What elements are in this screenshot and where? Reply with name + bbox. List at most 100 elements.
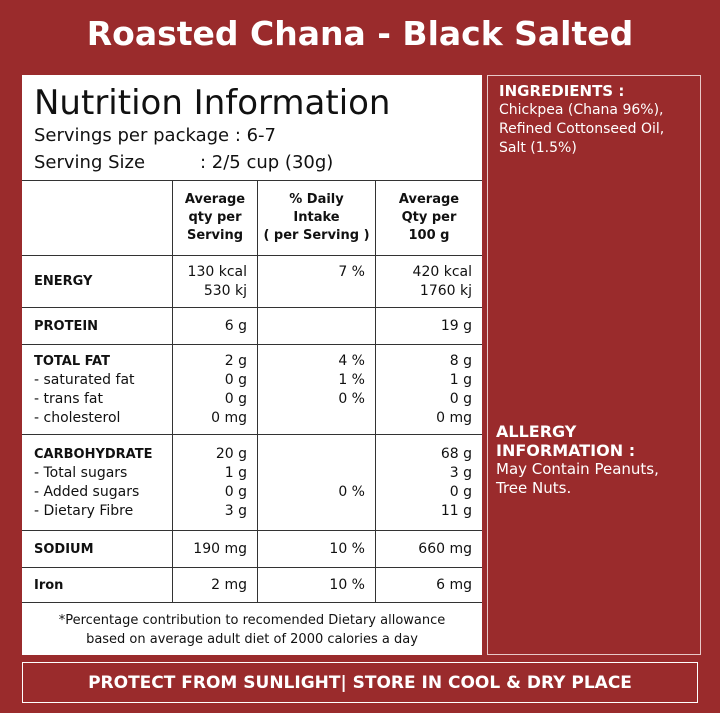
header-text: ( per Serving ) (263, 228, 370, 243)
allergy-line: Tree Nuts. (496, 479, 572, 497)
blank-line (268, 502, 365, 521)
table-row: PROTEIN 6 g 19 g (22, 307, 482, 344)
nutrient-label: SODIUM (34, 541, 94, 557)
footer: PROTECT FROM SUNLIGHT| STORE IN COOL & D… (22, 662, 698, 703)
nutrient-label: - trans fat (34, 390, 103, 407)
label-cell: SODIUM (22, 531, 172, 567)
nutrient-value: 6 g (224, 317, 247, 334)
servings: Servings per package : 6-7 (34, 125, 277, 146)
label-cell: TOTAL FAT - saturated fat - trans fat - cho… (22, 345, 172, 434)
nutrient-value: 0 g (224, 390, 247, 407)
blank-line (268, 282, 365, 301)
table-row: Iron 2 mg 10 % 6 mg (22, 567, 482, 602)
nutrient-value: 1 g (449, 371, 472, 388)
header-cell: % Daily Intake ( per Serving ) (257, 181, 375, 255)
nutrient-value: 0 g (224, 483, 247, 500)
ingredients: INGREDIENTS : Chickpea (Chana 96%), Refine… (499, 82, 664, 158)
side-panel: INGREDIENTS : Chickpea (Chana 96%), Refine… (487, 75, 701, 655)
nutrient-value: 19 g (440, 317, 472, 334)
nutrient-label: - Added sugars (34, 483, 140, 500)
nutrient-label: TOTAL FAT (34, 353, 110, 369)
nutrient-value: 8 g (449, 352, 472, 369)
table-row: ENERGY 130 kcal 530 kj 7 % 420 kcal 1760 kj (22, 255, 482, 307)
serving-size-label: Serving Size (34, 152, 146, 173)
per100-cell: 420 kcal 1760 kj (375, 256, 482, 307)
nutrient-value: 0 mg (436, 409, 472, 426)
table-row: SODIUM 190 mg 10 % 660 mg (22, 530, 482, 567)
label-cell: ENERGY (22, 256, 172, 307)
header-text: 100 g (408, 228, 450, 243)
header-text: Serving (186, 228, 244, 243)
blank-line (268, 409, 365, 428)
nutrient-label: - Dietary Fibre (34, 502, 134, 519)
allergy: ALLERGY INFORMATION : May Contain Peanuts,… (496, 422, 659, 498)
nutrient-value: 0 g (449, 483, 472, 500)
nutrient-label: PROTEIN (34, 318, 99, 334)
nutrient-value: 1 g (224, 464, 247, 481)
per100-cell: 6 mg (375, 568, 482, 602)
footnote-line: based on average adult diet of 2000 calo… (86, 632, 418, 647)
daily-cell: 7 % (257, 256, 375, 307)
header-text: Intake (293, 210, 340, 225)
header-text: qty per (188, 210, 242, 225)
nutrition-table: Average qty per Serving % Daily Intake ( per … (22, 180, 482, 657)
blank-line (268, 464, 365, 483)
header-text: % Daily (289, 192, 344, 207)
footnote: *Percentage contribution to recomended D… (22, 602, 482, 657)
label-cell: CARBOHYDRATE - Total sugars - Added sugars… (22, 435, 172, 530)
ingredients-line: Salt (1.5%) (499, 140, 577, 156)
header-cell (22, 181, 172, 255)
nutrient-value: 0 % (338, 390, 365, 407)
title: Roasted Chana - Black Salted (86, 14, 634, 53)
nutrient-label: - cholesterol (34, 409, 121, 426)
nutrient-value: 2 mg (211, 576, 247, 593)
nutrient-value: 4 % (338, 352, 365, 369)
header-text: Average (398, 192, 460, 207)
nutrient-value: 10 % (329, 540, 365, 557)
header-cell: Average qty per Serving (172, 181, 257, 255)
per100-cell: 68 g 3 g 0 g 11 g (375, 435, 482, 530)
nutrient-value: 0 mg (211, 409, 247, 426)
nutrient-value: 1 % (338, 371, 365, 388)
serving-cell: 2 mg (172, 568, 257, 602)
serving-size: : 2/5 cup (30g) (200, 152, 334, 173)
ingredients-heading: INGREDIENTS : (499, 82, 625, 100)
serving-cell: 190 mg (172, 531, 257, 567)
nutrient-value: 10 % (329, 576, 365, 593)
footnote-line: *Percentage contribution to recomended D… (58, 613, 446, 628)
header-text: Average (184, 192, 246, 207)
table-row: TOTAL FAT - saturated fat - trans fat - cho… (22, 344, 482, 434)
nutrient-value: 1760 kj (419, 282, 472, 299)
daily-cell: 10 % (257, 531, 375, 567)
nutrient-label: - saturated fat (34, 371, 135, 388)
nutrient-value: 2 g (224, 352, 247, 369)
daily-cell (257, 308, 375, 344)
nutrient-value: 0 g (449, 390, 472, 407)
serving-cell: 2 g 0 g 0 g 0 mg (172, 345, 257, 434)
nutrient-label: ENERGY (34, 274, 93, 289)
nutrient-value: 130 kcal (187, 263, 247, 280)
nutrient-value: 7 % (338, 263, 365, 280)
daily-cell: 10 % (257, 568, 375, 602)
allergy-heading: INFORMATION : (496, 441, 636, 460)
per100-cell: 660 mg (375, 531, 482, 567)
nutrient-value: 660 mg (418, 540, 472, 557)
serving-cell: 130 kcal 530 kj (172, 256, 257, 307)
nutrient-value: 530 kj (203, 282, 247, 299)
nutrient-label: - Total sugars (34, 464, 128, 481)
header-text: Qty per (401, 210, 457, 225)
header-cell: Average Qty per 100 g (375, 181, 482, 255)
per100-cell: 19 g (375, 308, 482, 344)
nutrient-value: 6 mg (436, 576, 472, 593)
ingredients-line: Chickpea (Chana 96%), (499, 102, 664, 118)
nutrient-value: 20 g (215, 445, 247, 462)
per100-cell: 8 g 1 g 0 g 0 mg (375, 345, 482, 434)
allergy-heading: ALLERGY (496, 422, 577, 441)
serving-cell: 20 g 1 g 0 g 3 g (172, 435, 257, 530)
label-cell: PROTEIN (22, 308, 172, 344)
allergy-line: May Contain Peanuts, (496, 460, 659, 478)
daily-cell: 4 % 1 % 0 % (257, 345, 375, 434)
table-row: CARBOHYDRATE - Total sugars - Added sugars… (22, 434, 482, 530)
nutrient-value: 0 % (338, 483, 365, 500)
